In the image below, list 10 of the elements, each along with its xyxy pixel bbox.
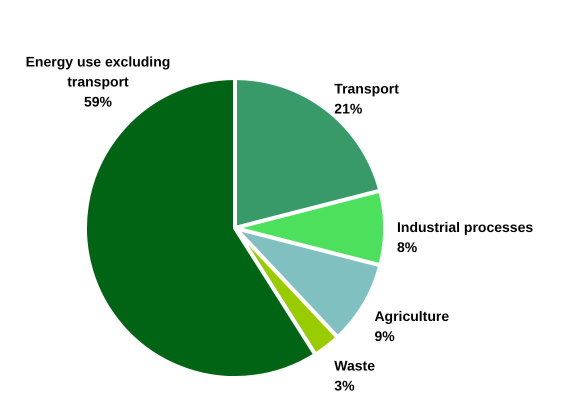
slice-label: Industrial processes: [397, 219, 534, 235]
slice-label: Agriculture: [374, 308, 450, 324]
data-label: 9%: [374, 328, 396, 344]
slice-label: Waste: [334, 357, 376, 374]
slice-label: Energy use excluding transport: [26, 53, 170, 90]
data-label: 21%: [334, 100, 363, 117]
slice-label: Transport: [334, 80, 400, 97]
data-label: 59%: [84, 93, 113, 110]
data-label: 8%: [397, 239, 418, 255]
data-label: 3%: [334, 377, 356, 394]
